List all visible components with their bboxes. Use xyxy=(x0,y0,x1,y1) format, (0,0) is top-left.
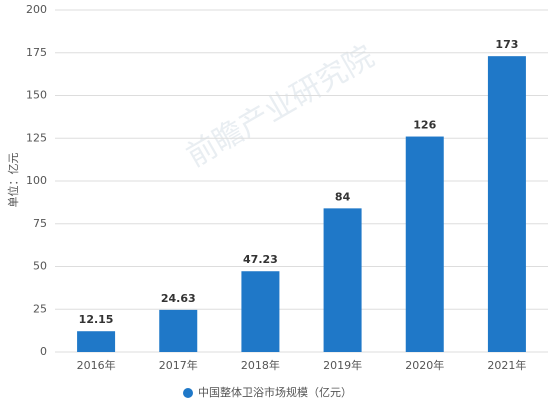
y-tick-label: 25 xyxy=(33,302,47,315)
y-tick-label: 75 xyxy=(33,217,47,230)
y-tick-label: 100 xyxy=(26,174,47,187)
data-label: 84 xyxy=(335,190,351,203)
bar xyxy=(77,331,116,352)
legend-marker xyxy=(183,388,193,398)
x-tick-label: 2018年 xyxy=(241,358,280,372)
data-label: 24.63 xyxy=(161,292,196,305)
y-tick-label: 125 xyxy=(26,131,47,144)
y-axis-label: 单位：亿元 xyxy=(6,153,20,208)
x-tick-label: 2019年 xyxy=(323,358,362,372)
x-tick-label: 2020年 xyxy=(405,358,444,372)
x-tick-label: 2021年 xyxy=(487,358,526,372)
data-label: 12.15 xyxy=(79,313,114,326)
y-tick-label: 50 xyxy=(33,260,47,273)
y-tick-label: 200 xyxy=(26,3,47,16)
data-label: 126 xyxy=(413,119,436,132)
legend-label: 中国整体卫浴市场规模（亿元） xyxy=(198,385,352,399)
y-tick-label: 175 xyxy=(26,46,47,59)
data-label: 173 xyxy=(495,38,518,51)
bar xyxy=(159,309,198,352)
y-tick-label: 150 xyxy=(26,89,47,102)
bar xyxy=(405,136,444,352)
bar xyxy=(241,271,280,352)
watermark: 前瞻产业研究院 xyxy=(181,39,380,174)
data-label: 47.23 xyxy=(243,253,278,266)
bar xyxy=(323,208,362,352)
y-tick-label: 0 xyxy=(40,345,47,358)
x-tick-label: 2017年 xyxy=(159,358,198,372)
x-tick-label: 2016年 xyxy=(77,358,116,372)
bar xyxy=(487,56,526,353)
